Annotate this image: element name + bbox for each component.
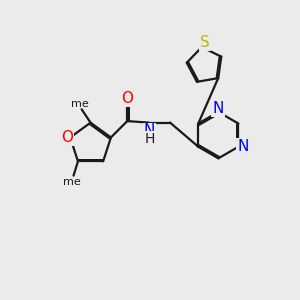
Text: N: N (213, 101, 224, 116)
Text: S: S (200, 35, 210, 50)
Text: N: N (237, 139, 249, 154)
Text: me: me (63, 177, 81, 187)
Text: O: O (121, 91, 133, 106)
Text: H: H (144, 132, 155, 146)
Text: O: O (61, 130, 73, 145)
Text: N: N (144, 123, 155, 138)
Text: me: me (71, 99, 89, 109)
